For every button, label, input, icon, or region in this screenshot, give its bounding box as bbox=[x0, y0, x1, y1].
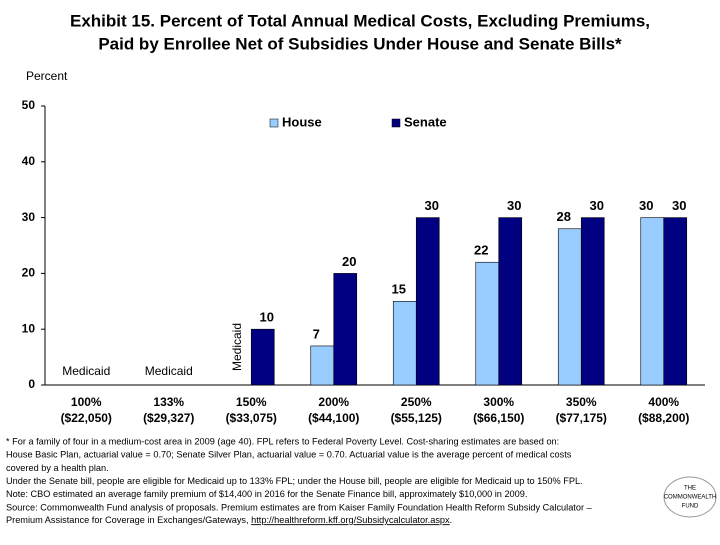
x-tick-label: ($29,327) bbox=[143, 411, 194, 425]
x-tick-label: ($66,150) bbox=[473, 411, 524, 425]
x-tick-label: 150% bbox=[236, 395, 267, 409]
footnote: Note: CBO estimated an average family pr… bbox=[6, 489, 527, 499]
bar bbox=[475, 261, 500, 386]
logo: FUND bbox=[682, 504, 699, 510]
data-label: 30 bbox=[507, 198, 521, 213]
chart-title: Exhibit 15. Percent of Total Annual Medi… bbox=[70, 11, 650, 30]
x-tick-label: 300% bbox=[483, 395, 514, 409]
x-tick-label: 400% bbox=[648, 395, 679, 409]
data-label: 30 bbox=[590, 198, 604, 213]
category-note: Medicaid bbox=[62, 364, 110, 378]
bar bbox=[415, 217, 440, 386]
x-tick-label: 350% bbox=[566, 395, 597, 409]
y-axis-label: Percent bbox=[26, 69, 68, 83]
footnote: covered by a health plan. bbox=[6, 463, 109, 473]
data-label: 7 bbox=[313, 326, 320, 341]
x-tick-label: 100% bbox=[71, 395, 102, 409]
data-label: 22 bbox=[474, 243, 488, 258]
legend-label: House bbox=[282, 114, 322, 129]
category-note: Medicaid bbox=[230, 323, 244, 371]
y-tick-label: 40 bbox=[22, 154, 36, 168]
footnote: * For a family of four in a medium-cost … bbox=[6, 436, 559, 446]
x-tick-label: 133% bbox=[153, 395, 184, 409]
bar bbox=[498, 217, 523, 386]
logo: COMMONWEALTH bbox=[664, 495, 717, 501]
x-tick-label: ($55,125) bbox=[391, 411, 442, 425]
x-tick-label: 200% bbox=[318, 395, 349, 409]
footnote: Premium Assistance for Coverage in Excha… bbox=[6, 516, 452, 526]
data-label: 28 bbox=[557, 209, 571, 224]
data-label: 30 bbox=[425, 198, 439, 213]
legend-swatch bbox=[391, 118, 401, 128]
x-tick-label: ($88,200) bbox=[638, 411, 689, 425]
x-tick-label: ($22,050) bbox=[61, 411, 112, 425]
bar bbox=[640, 217, 665, 386]
bar bbox=[333, 273, 358, 386]
data-label: 10 bbox=[260, 310, 274, 325]
y-tick-label: 50 bbox=[22, 98, 36, 112]
chart-title: Paid by Enrollee Net of Subsidies Under … bbox=[98, 34, 622, 53]
footnote: House Basic Plan, actuarial value = 0.70… bbox=[6, 450, 572, 460]
bar bbox=[250, 328, 275, 386]
y-tick-label: 0 bbox=[28, 377, 35, 391]
data-label: 30 bbox=[639, 198, 653, 213]
footnote: . bbox=[450, 516, 453, 526]
legend-swatch bbox=[269, 118, 279, 128]
category-note: Medicaid bbox=[145, 364, 193, 378]
footnote: Source: Commonwealth Fund analysis of pr… bbox=[6, 502, 593, 512]
logo-frame bbox=[663, 476, 717, 518]
footnote: Premium Assistance for Coverage in Excha… bbox=[6, 516, 251, 526]
footnote: Under the Senate bill, people are eligib… bbox=[6, 476, 583, 486]
x-tick-label: ($77,175) bbox=[556, 411, 607, 425]
legend-label: Senate bbox=[404, 114, 447, 129]
footnote-link: http://healthreform.kff.org/Subsidycalcu… bbox=[251, 516, 450, 526]
data-label: 30 bbox=[672, 198, 686, 213]
data-label: 15 bbox=[392, 282, 406, 297]
bar bbox=[663, 217, 688, 386]
x-tick-label: ($44,100) bbox=[308, 411, 359, 425]
bar bbox=[580, 217, 605, 386]
data-label: 20 bbox=[342, 254, 356, 269]
bar bbox=[310, 345, 335, 386]
x-tick-label: 250% bbox=[401, 395, 432, 409]
y-tick-label: 10 bbox=[22, 321, 36, 335]
logo: THE bbox=[684, 486, 696, 492]
y-tick-label: 20 bbox=[22, 266, 36, 280]
y-tick-label: 30 bbox=[22, 210, 36, 224]
bar bbox=[392, 300, 417, 386]
x-tick-label: ($33,075) bbox=[226, 411, 277, 425]
bar bbox=[557, 228, 582, 386]
